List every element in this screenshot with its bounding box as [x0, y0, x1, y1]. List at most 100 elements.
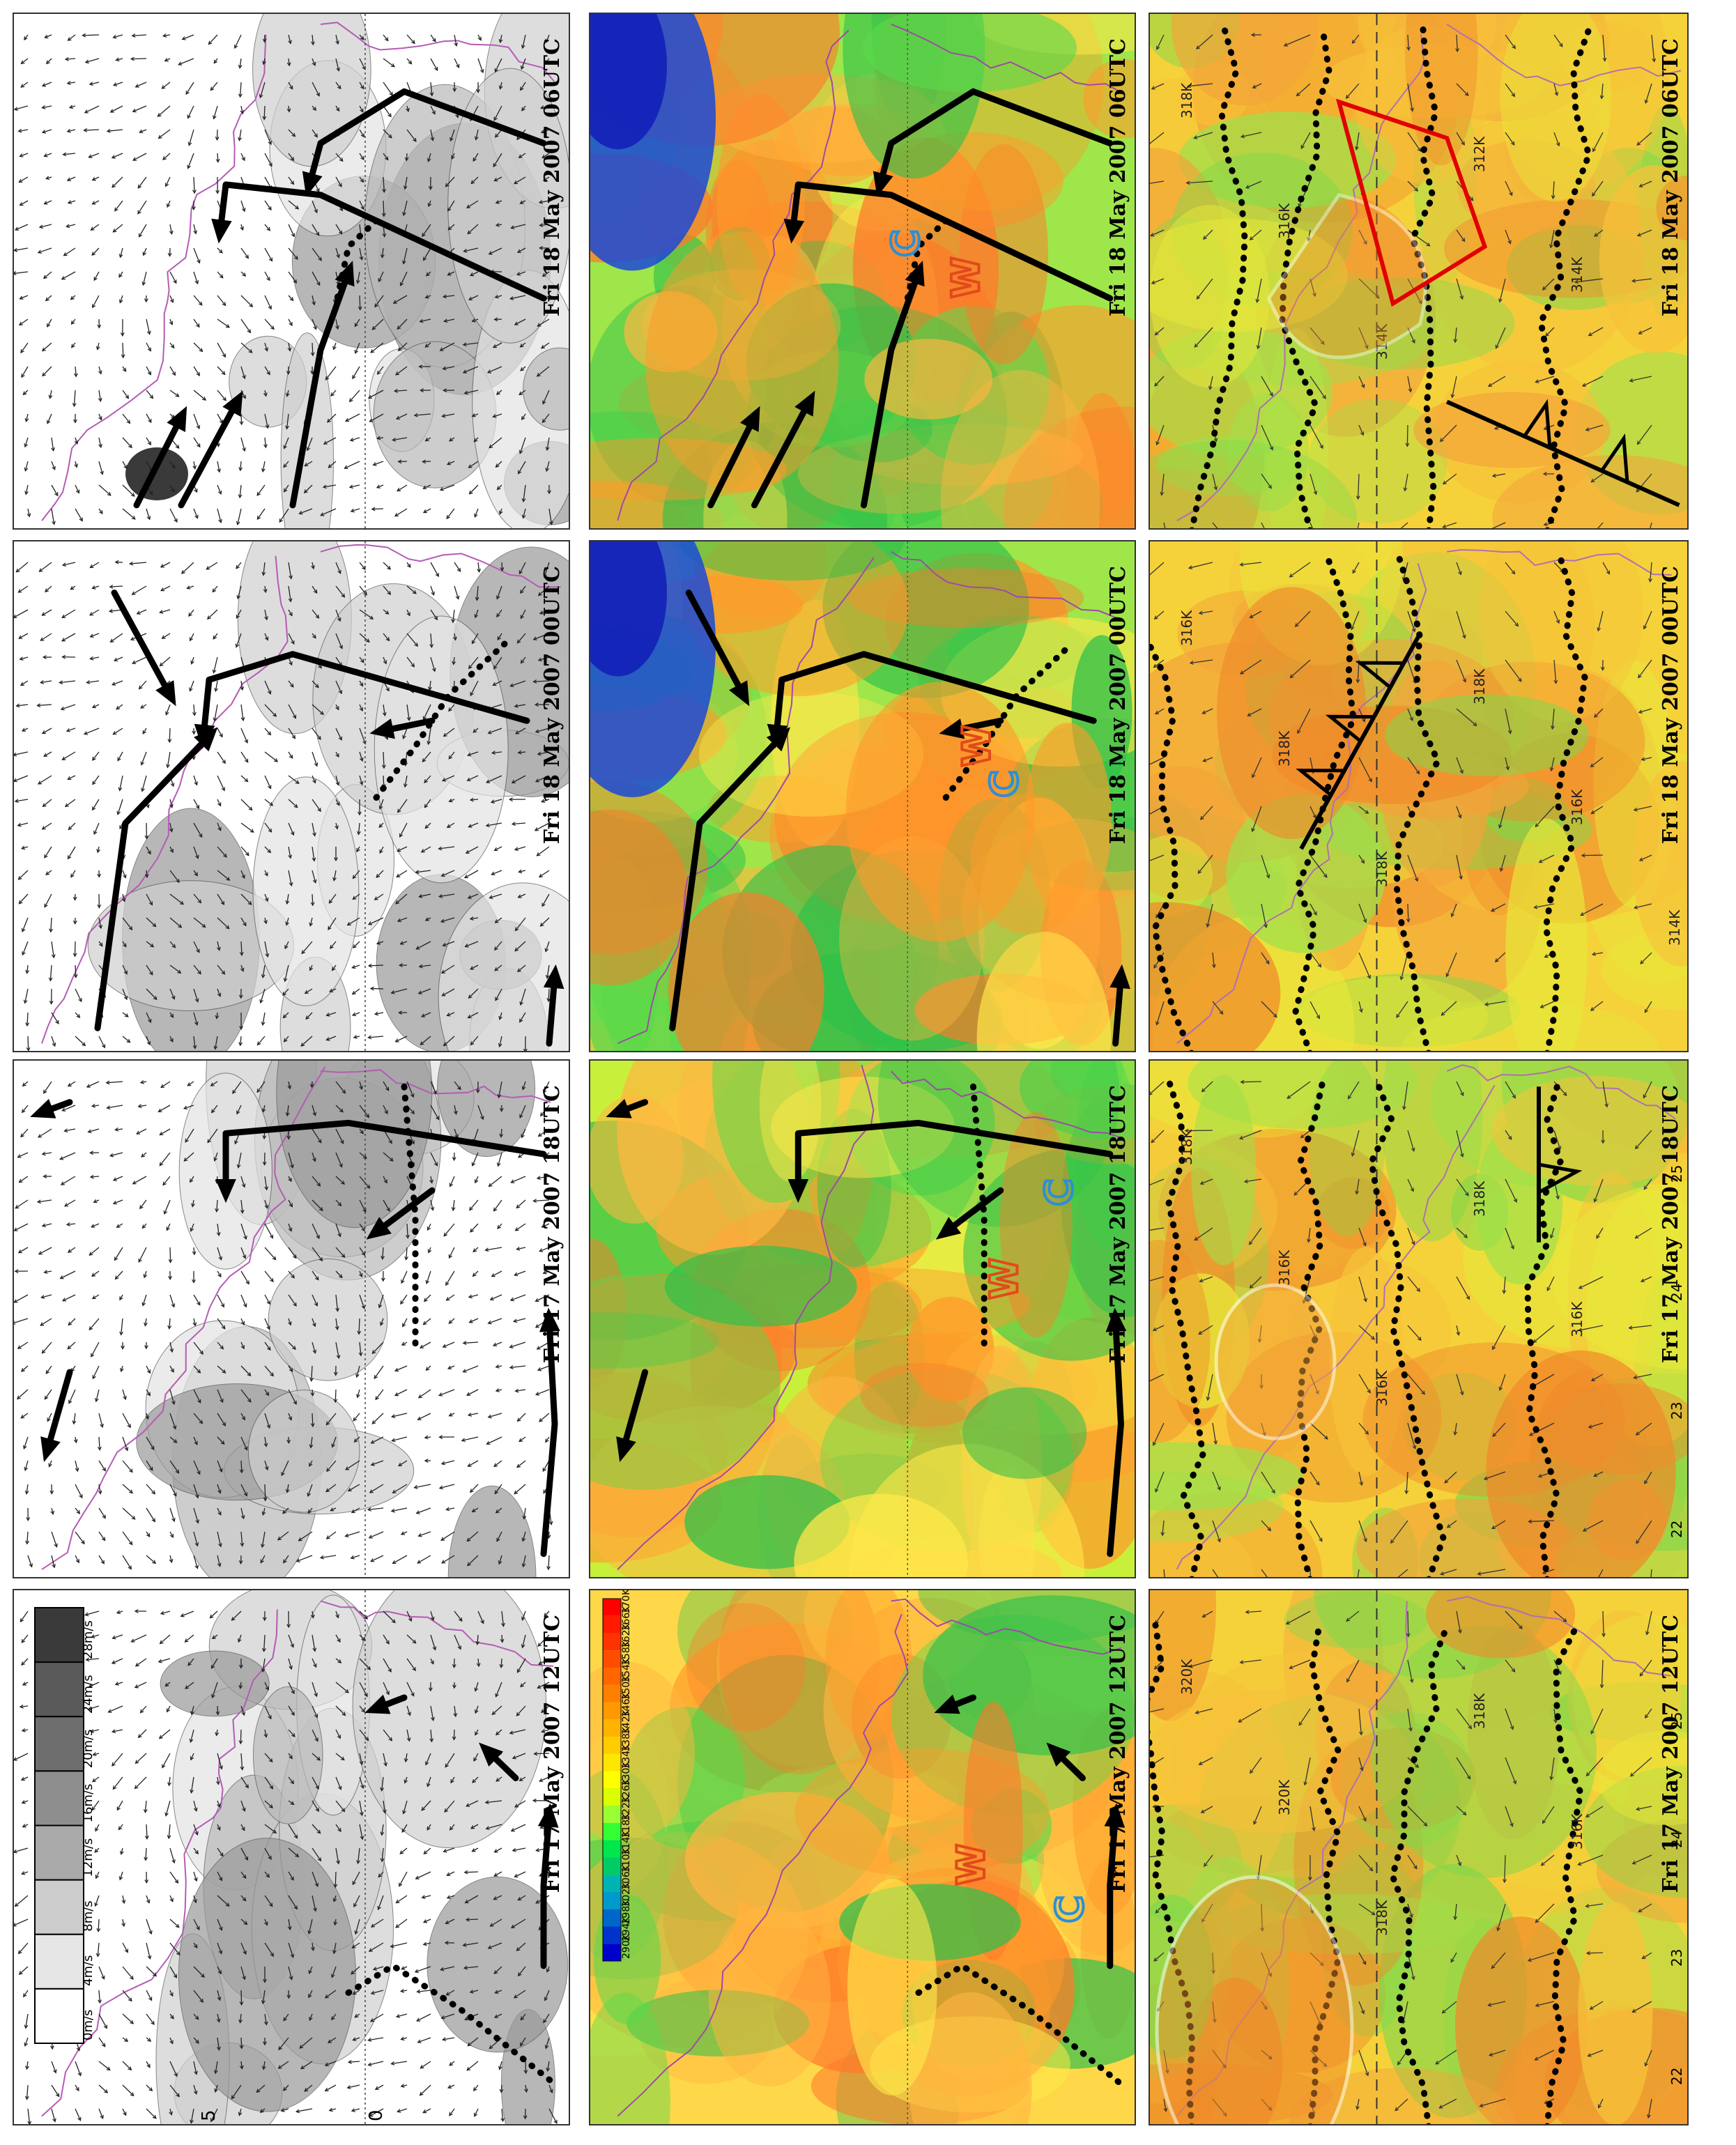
isentrope-1-4: [1544, 1622, 1584, 2124]
flow-arrow-wind-speed-2-d: [40, 1369, 73, 1463]
flow-arrow-wind-speed-2-e: [30, 1098, 73, 1118]
flow-arrow-theta-e-3-d: [669, 727, 791, 1031]
panel-wind-speed-3: Fri 18 May 2007 00UTC: [13, 540, 570, 1052]
wind-legend-label-6: 8m/s: [81, 1900, 95, 1931]
axis-tick-col3-r2-4: 25: [1668, 1165, 1685, 1183]
cold-marker-1: C: [1048, 1896, 1092, 1923]
front-dotted-theta-e-3: [942, 640, 1075, 801]
axis-tick-col3-r1-3: 24: [1668, 1831, 1685, 1848]
isentrope-label-2-1: 318K: [1178, 1129, 1195, 1165]
front-dotted-wind-speed-2: [401, 1083, 419, 1350]
cold-front-2: [1537, 1086, 1583, 1243]
axis-tick-col3-r1-1: 22: [1668, 2068, 1685, 2085]
axis-tick-col1-1: 5: [199, 2109, 220, 2121]
isentrope-2-4: [1524, 1075, 1564, 1577]
flow-arrow-wind-speed-2-c: [366, 1187, 436, 1240]
theta-legend-label-21: 290K: [621, 1933, 632, 1959]
isentrope-label-4-3: 314K: [1374, 323, 1390, 360]
isentrope-label-1-1: 320K: [1178, 1659, 1195, 1695]
theta-legend-label-7: 346K: [621, 1692, 632, 1718]
time-label-theta-e-4: Fri 18 May 2007 06UTC: [1106, 38, 1130, 316]
flow-arrow-wind-speed-1-b: [479, 1742, 519, 1781]
cold-marker-4: C: [884, 229, 928, 257]
time-label-wind-speed-4: Fri 18 May 2007 06UTC: [540, 38, 564, 316]
flow-arrow-theta-e-3-e: [685, 590, 750, 707]
axis-tick-col3-r1-2: 23: [1668, 1949, 1685, 1967]
time-label-zoom-theta-2: Fri 17 May 2007 18UTC: [1659, 1085, 1683, 1363]
theta-legend-label-17: 306K: [621, 1864, 632, 1890]
flow-arrow-wind-speed-2-a: [539, 1307, 560, 1558]
flow-arrow-theta-e-1-a: [1104, 1803, 1126, 1969]
time-label-zoom-theta-4: Fri 18 May 2007 06UTC: [1659, 38, 1683, 316]
wind-legend-label-2: 24m/s: [81, 1675, 95, 1714]
theta-e-legend: 370K366K362K358K354K350K346K342K338K334K…: [602, 1590, 632, 1962]
flow-arrow-theta-e-2-a: [1105, 1307, 1127, 1558]
isentrope-2-1: [1165, 1075, 1206, 1577]
front-dotted-wind-speed-1: [345, 1962, 558, 2087]
theta-legend-label-16: 310K: [621, 1847, 632, 1873]
flow-arrow-theta-e-4-a: [783, 181, 1114, 302]
flow-arrow-theta-e-3-c: [939, 717, 1004, 739]
flow-arrow-theta-e-1-c: [934, 1694, 976, 1714]
wind-legend-label-4: 16m/s: [81, 1784, 95, 1823]
theta-legend-label-4: 358K: [621, 1640, 632, 1666]
panel-wind-speed-1: Fri 17 May 2007 12UTC 5 0 28m/s 24m/s 20m/s 16…: [13, 1589, 570, 2125]
theta-legend-label-15: 314K: [621, 1830, 632, 1856]
isentrope-label-1-4: 318K: [1471, 1693, 1488, 1729]
time-label-theta-e-3: Fri 18 May 2007 00UTC: [1106, 566, 1130, 844]
panel-zoom-theta-3: Fri 18 May 2007 00UTC 316K 318K 318K 318K 316…: [1149, 540, 1689, 1052]
isentrope-label-2-3: 316K: [1374, 1370, 1390, 1406]
warm-region-2: [1214, 1283, 1337, 1440]
warm-region-1: [1155, 1875, 1354, 2124]
isentrope-4-2: [1279, 26, 1332, 528]
cold-marker-3: C: [982, 770, 1026, 798]
flow-arrow-theta-e-1-b: [1046, 1742, 1086, 1781]
flow-arrow-theta-e-3-a: [1109, 964, 1130, 1047]
panel-theta-e-1: Fri 17 May 2007 12UTC W C 370K 366K 362K 358K 3…: [589, 1589, 1136, 2125]
warm-marker-1: W: [949, 1844, 993, 1886]
flow-arrow-wind-speed-4-d: [178, 390, 243, 509]
isentrope-3-4: [1542, 548, 1588, 1051]
isentrope-3-2: [1292, 548, 1357, 1051]
cold-marker-2: C: [1037, 1178, 1081, 1206]
flow-arrow-theta-e-2-b: [788, 1119, 1114, 1204]
theta-legend-label-12: 326K: [621, 1778, 632, 1804]
flow-arrow-wind-speed-3-a: [543, 964, 564, 1047]
warm-region-4: [1266, 192, 1427, 360]
time-label-zoom-theta-1: Fri 17 May 2007 12UTC: [1659, 1615, 1683, 1893]
warm-marker-4: W: [944, 257, 988, 299]
wind-legend-label-5: 12m/s: [81, 1838, 95, 1877]
flow-arrow-theta-e-4-e: [707, 406, 760, 509]
theta-legend-label-20: 294K: [621, 1916, 632, 1942]
panel-zoom-theta-1: Fri 17 May 2007 12UTC 320K 320K 318K 318K 316…: [1149, 1589, 1689, 2125]
theta-legend-label-6: 350K: [621, 1675, 632, 1700]
isentrope-label-2-4: 318K: [1471, 1181, 1488, 1217]
theta-legend-label-5: 354K: [621, 1657, 632, 1683]
panel-wind-speed-2: Fri 17 May 2007 18UTC: [13, 1059, 570, 1578]
isentrope-3-1: [1150, 638, 1195, 1051]
theta-legend-label-9: 338K: [621, 1726, 632, 1752]
theta-legend-label-10: 334K: [621, 1744, 632, 1769]
isentrope-4-1: [1189, 26, 1248, 528]
isentrope-label-1-2: 320K: [1276, 1779, 1293, 1815]
front-dotted-theta-e-4: [904, 217, 949, 302]
isentrope-2-3: [1368, 1075, 1447, 1577]
flow-arrow-wind-speed-2-b: [215, 1119, 547, 1204]
isentrope-label-4-5: 314K: [1569, 256, 1585, 293]
flow-arrow-wind-speed-3-d: [94, 727, 218, 1031]
isentrope-label-4-4: 312K: [1471, 136, 1488, 172]
isentrope-label-3-1: 316K: [1178, 610, 1195, 646]
warm-marker-3: W: [955, 725, 999, 767]
panel-theta-e-2: Fri 17 May 2007 18UTC W C: [589, 1059, 1136, 1578]
axis-tick-col3-r2-1: 22: [1668, 1521, 1685, 1538]
flow-arrow-wind-speed-4-b: [302, 88, 547, 197]
theta-legend-label-1: 370K: [621, 1590, 632, 1614]
isentrope-label-4-1: 318K: [1178, 82, 1195, 118]
time-label-zoom-theta-3: Fri 18 May 2007 00UTC: [1659, 566, 1683, 844]
wind-legend-label-3: 20m/s: [81, 1729, 95, 1768]
panel-theta-e-3: Fri 18 May 2007 00UTC W C: [589, 540, 1136, 1052]
red-region-4: [1335, 98, 1488, 307]
cold-front-4: [1446, 399, 1680, 507]
panel-zoom-theta-4: Fri 18 May 2007 06UTC 318K 316K 314K 312K 314…: [1149, 13, 1689, 530]
flow-arrow-theta-e-2-d: [616, 1369, 648, 1463]
